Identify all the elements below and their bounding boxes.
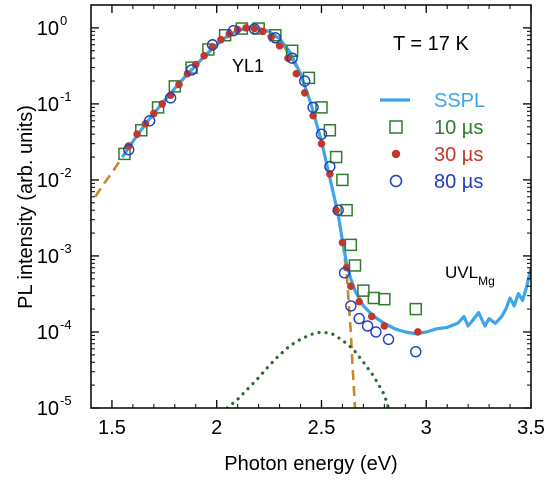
- point-30us: [275, 42, 284, 50]
- point-30us: [367, 312, 376, 321]
- point-80us: [338, 267, 351, 279]
- point-80us: [353, 312, 365, 325]
- point-30us: [347, 282, 355, 291]
- point-80us: [227, 24, 240, 37]
- point-80us: [286, 52, 298, 64]
- point-80us: [164, 92, 177, 104]
- legend-label: 80 µs: [434, 171, 483, 193]
- point-30us: [284, 54, 292, 62]
- x-axis-label: Photon energy (eV): [224, 453, 397, 475]
- point-30us: [133, 130, 141, 138]
- point-80us: [123, 143, 135, 156]
- point-30us: [175, 80, 183, 89]
- y-tick-exponent: -5: [60, 393, 72, 408]
- point-80us: [361, 320, 374, 332]
- legend: SSPL 10 µs 30 µs 80 µs: [380, 90, 485, 193]
- point-30us: [267, 33, 275, 41]
- y-tick-exponent: 0: [60, 13, 67, 28]
- point-30us: [300, 88, 309, 97]
- point-10us: [409, 302, 423, 316]
- uvl-annotation: UVLMg: [445, 263, 495, 288]
- point-80us: [370, 326, 382, 338]
- x-tick-label: 2.5: [308, 417, 336, 439]
- point-80us: [410, 346, 422, 358]
- point-80us: [315, 128, 328, 140]
- y-axis-label: PL intensity (arb. units): [15, 105, 37, 309]
- point-30us: [242, 24, 250, 32]
- x-tick-label: 3.5: [517, 417, 545, 439]
- legend-swatch-10us: [389, 120, 403, 134]
- fit-curve-dotted: [225, 330, 391, 408]
- legend-label: 30 µs: [434, 144, 483, 166]
- point-30us: [355, 297, 363, 306]
- point-30us: [250, 24, 259, 33]
- point-10us: [336, 173, 349, 187]
- y-tick-exponent: -2: [60, 165, 72, 180]
- point-10us: [367, 291, 381, 305]
- point-30us: [191, 60, 200, 69]
- point-10us: [135, 124, 148, 137]
- yl1-annotation: YL1: [232, 56, 264, 76]
- legend-label: 10 µs: [434, 117, 483, 139]
- point-30us: [326, 170, 334, 178]
- point-30us: [124, 142, 133, 150]
- point-80us: [382, 333, 395, 346]
- point-30us: [158, 100, 167, 108]
- point-10us: [329, 150, 343, 164]
- point-30us: [317, 139, 326, 148]
- point-30us: [259, 27, 267, 36]
- point-80us: [143, 115, 156, 127]
- point-10us: [378, 292, 391, 306]
- point-80us: [345, 300, 357, 312]
- point-10us: [340, 203, 353, 217]
- point-80us: [299, 75, 311, 87]
- point-10us: [357, 284, 370, 297]
- point-30us: [217, 35, 225, 44]
- point-80us: [324, 160, 336, 173]
- y-tick-label: 10: [37, 246, 59, 268]
- x-tick-label: 3: [421, 417, 432, 439]
- temperature-annotation: T = 17 K: [393, 33, 469, 55]
- plot-frame: [90, 4, 532, 409]
- point-30us: [150, 109, 158, 118]
- point-80us: [332, 204, 344, 216]
- series-sspl-line: [121, 26, 531, 336]
- y-tick-label: 10: [37, 18, 59, 40]
- y-tick-exponent: -4: [60, 317, 72, 332]
- point-80us: [206, 39, 219, 51]
- point-80us: [248, 23, 261, 35]
- point-30us: [414, 328, 422, 336]
- y-tick-label: 10: [37, 170, 59, 192]
- x-tick-label: 2: [211, 417, 222, 439]
- legend-label: SSPL: [434, 90, 485, 112]
- point-30us: [200, 51, 208, 60]
- point-30us: [380, 322, 389, 330]
- uvl-subscript: Mg: [478, 274, 495, 288]
- point-10us: [285, 44, 299, 58]
- y-tick-label: 10: [37, 398, 59, 420]
- point-10us: [315, 101, 328, 114]
- legend-swatch-30us: [391, 149, 401, 159]
- y-tick-label: 10: [37, 322, 59, 344]
- point-30us: [338, 238, 347, 247]
- point-80us: [307, 101, 319, 114]
- uvl-label: UVL: [445, 263, 478, 282]
- point-80us: [185, 64, 198, 76]
- x-tick-label: 1.5: [98, 417, 126, 439]
- legend-swatch-80us: [389, 174, 403, 188]
- point-10us: [344, 238, 358, 252]
- y-tick-exponent: -3: [60, 241, 72, 256]
- fit-curve-dashed: [94, 26, 357, 408]
- point-30us: [292, 69, 301, 78]
- y-tick-label: 10: [37, 94, 59, 116]
- point-80us: [269, 32, 282, 44]
- point-30us: [309, 111, 317, 120]
- point-10us: [348, 259, 362, 272]
- y-tick-exponent: -1: [60, 89, 72, 104]
